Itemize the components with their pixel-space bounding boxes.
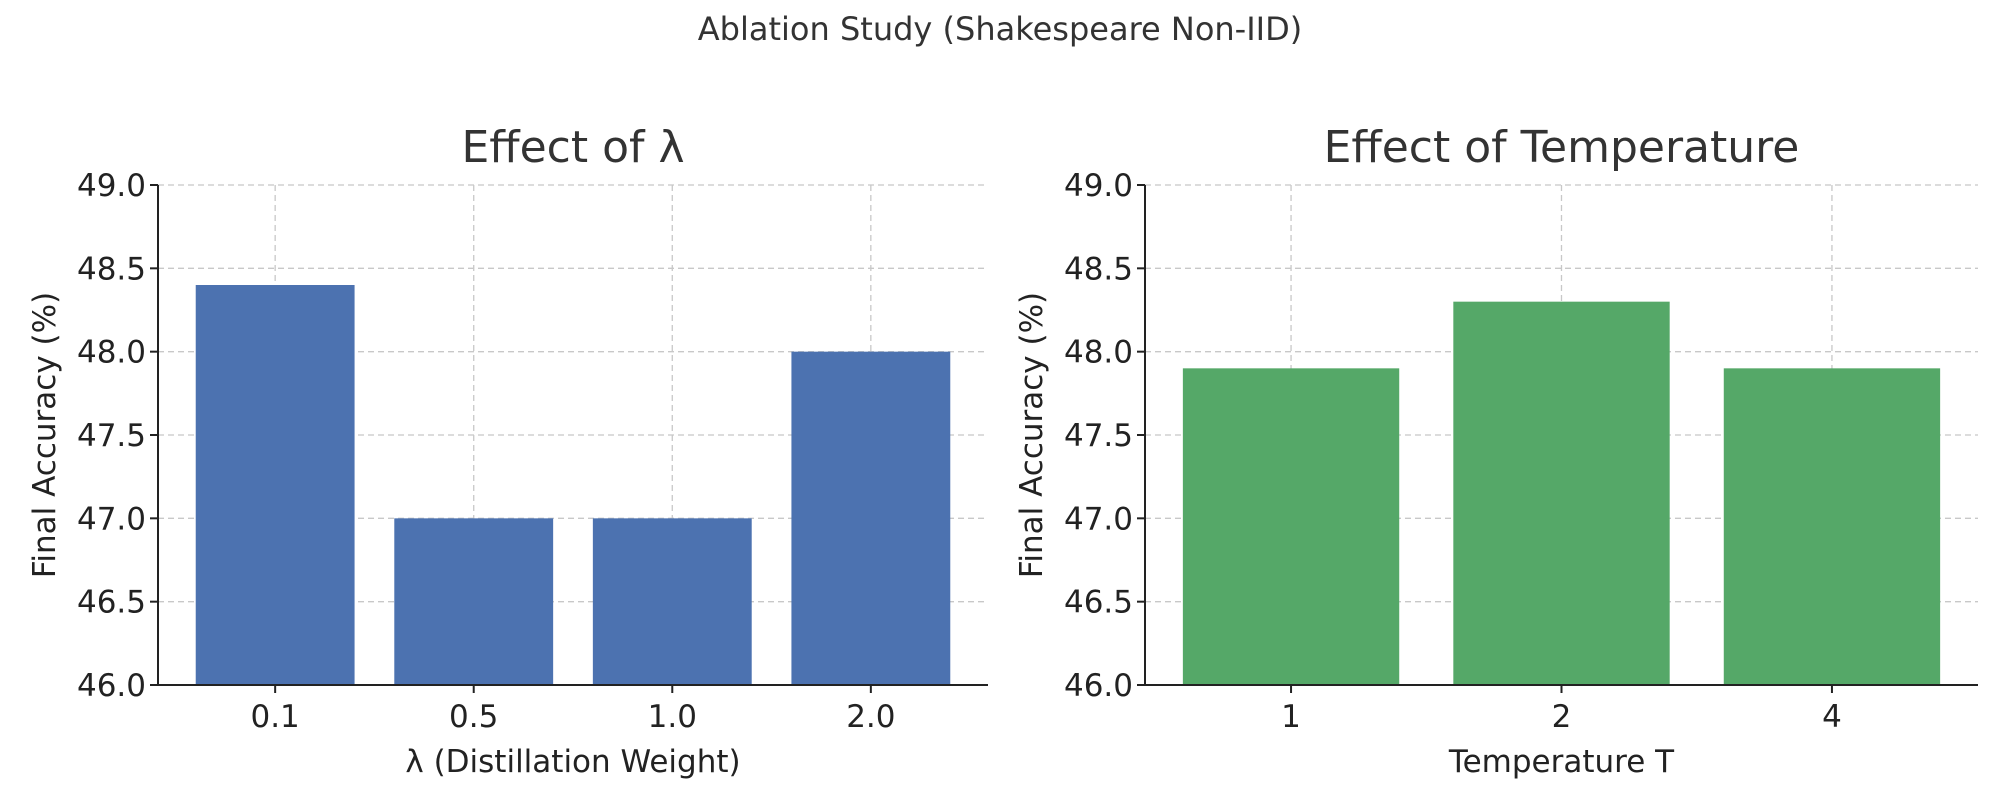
- y-axis-label: Final Accuracy (%): [27, 292, 63, 578]
- x-tick-label: 2.0: [846, 699, 895, 735]
- y-tick-label: 48.0: [77, 335, 146, 371]
- x-tick-label: 2: [1552, 699, 1572, 735]
- x-tick-label: 0.1: [250, 699, 299, 735]
- bar-lambda-0.1: [195, 285, 355, 685]
- y-tick-label: 49.0: [77, 168, 146, 204]
- y-tick-label: 49.0: [1064, 168, 1133, 204]
- y-tick-label: 47.5: [1064, 418, 1133, 454]
- x-tick-label: 1.0: [648, 699, 697, 735]
- bar-lambda-0.5: [394, 518, 554, 685]
- chart-panel-lambda: 46.0 46.5 47.0 47.5 48.0 48.5 49.0 0.1 0.5 1.0 2.0…: [27, 122, 988, 780]
- x-axis-label: λ (Distillation Weight): [405, 744, 740, 780]
- x-tick-label: 4: [1822, 699, 1842, 735]
- x-tick-label: 0.5: [449, 699, 498, 735]
- y-tick-label: 46.0: [77, 668, 146, 704]
- y-tick-label: 47.0: [77, 501, 146, 537]
- bar-temperature-1: [1182, 368, 1400, 685]
- y-tick-label: 48.5: [77, 251, 146, 287]
- x-tick-label: 1: [1281, 699, 1301, 735]
- figure-title: Ablation Study (Shakespeare Non-IID): [698, 10, 1302, 48]
- y-tick-label: 47.5: [77, 418, 146, 454]
- y-tick-label: 48.0: [1064, 335, 1133, 371]
- y-tick-label: 46.5: [77, 585, 146, 621]
- chart-panel-temperature: 46.0 46.5 47.0 47.5 48.0 48.5 49.0 1 2 4 Effect of…: [1014, 122, 1978, 780]
- y-tick-label: 46.0: [1064, 668, 1133, 704]
- y-tick-label: 46.5: [1064, 585, 1133, 621]
- chart-title: Effect of λ: [461, 122, 684, 173]
- bar-temperature-4: [1723, 368, 1941, 685]
- chart-title: Effect of Temperature: [1324, 122, 1800, 173]
- bar-lambda-1.0: [592, 518, 752, 685]
- bar-lambda-2.0: [791, 351, 951, 685]
- x-axis-label: Temperature T: [1448, 744, 1675, 780]
- y-tick-label: 47.0: [1064, 501, 1133, 537]
- y-tick-label: 48.5: [1064, 251, 1133, 287]
- y-axis-label: Final Accuracy (%): [1014, 292, 1050, 578]
- bar-temperature-2: [1453, 301, 1670, 685]
